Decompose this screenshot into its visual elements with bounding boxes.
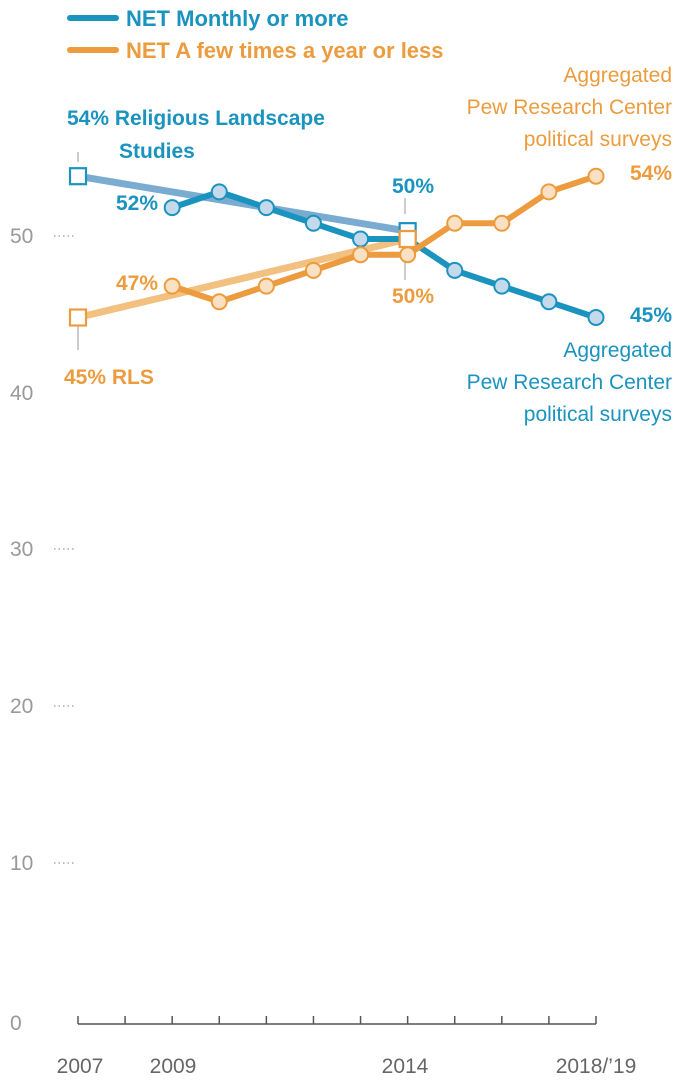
annotation-blue-rls-start: 54% Religious Landscape xyxy=(67,107,325,130)
y-axis: 0 10 20 30 40 50 xyxy=(10,225,74,1035)
annotation-orange-source: political surveys xyxy=(524,128,672,151)
annotation-blue-pew-last: 45% xyxy=(630,304,672,327)
data-point-pew-few-times xyxy=(399,246,417,264)
annotation-blue-pew-first: 52% xyxy=(116,192,158,215)
x-axis: 2007 2009 2014 2018/’19 xyxy=(57,1016,637,1078)
legend-label-few-times: NET A few times a year or less xyxy=(126,38,444,63)
data-point-pew-few-times xyxy=(257,277,275,295)
y-tick-label: 40 xyxy=(10,382,33,405)
y-tick-label: 50 xyxy=(10,225,33,248)
annotation-orange-pew-first: 47% xyxy=(116,272,158,295)
data-point-pew-monthly xyxy=(163,199,181,217)
annotations-blue: 54% Religious Landscape Studies 52% 50% … xyxy=(67,107,672,426)
data-point-pew-monthly xyxy=(210,183,228,201)
x-tick-label: 2009 xyxy=(150,1055,197,1078)
data-point-pew-few-times xyxy=(446,214,464,232)
annotation-blue-rls-start-2: Studies xyxy=(119,140,195,163)
legend-label-monthly: NET Monthly or more xyxy=(126,6,348,31)
x-tick-label: 2014 xyxy=(382,1055,429,1078)
data-point-pew-few-times xyxy=(352,246,370,264)
data-point-rls-few-times xyxy=(68,308,88,327)
annotation-orange-source: Pew Research Center xyxy=(467,96,672,119)
y-tick-label: 10 xyxy=(10,852,33,875)
annotation-orange-rls-end: 50% xyxy=(392,285,434,308)
annotation-orange-pew-last: 54% xyxy=(630,162,672,185)
series-line-pew-monthly xyxy=(171,188,597,321)
data-point-pew-few-times xyxy=(210,293,228,311)
annotation-blue-rls-end: 50% xyxy=(392,175,434,198)
data-point-pew-monthly xyxy=(587,309,605,326)
data-point-pew-monthly xyxy=(257,199,275,217)
x-tick-label: 2007 xyxy=(57,1055,104,1078)
data-point-pew-monthly xyxy=(304,214,322,232)
legend: NET Monthly or more NET A few times a ye… xyxy=(67,6,444,63)
data-point-pew-few-times xyxy=(304,261,322,279)
y-tick-label: 0 xyxy=(10,1012,22,1035)
series-line-pew-few-times xyxy=(171,173,597,305)
data-point-rls-monthly xyxy=(68,167,88,186)
series-line-rls-monthly xyxy=(74,172,412,235)
x-tick-marks xyxy=(77,1016,597,1024)
y-tick-label: 20 xyxy=(10,695,33,718)
annotation-orange-rls-start: 45% RLS xyxy=(64,366,154,389)
data-point-pew-few-times xyxy=(163,277,181,295)
data-point-pew-few-times xyxy=(540,183,558,201)
plot-area xyxy=(68,167,605,327)
data-point-pew-few-times xyxy=(493,214,511,232)
data-point-pew-monthly xyxy=(352,230,370,248)
data-point-pew-monthly xyxy=(540,293,558,311)
annotation-orange-source: Aggregated xyxy=(563,64,672,87)
annotation-blue-source: Pew Research Center xyxy=(467,371,672,394)
x-tick-label: 2018/’19 xyxy=(556,1055,637,1078)
data-point-pew-monthly xyxy=(446,261,464,279)
data-point-pew-monthly xyxy=(493,277,511,295)
annotation-blue-source: political surveys xyxy=(524,403,672,426)
annotations-orange: Aggregated Pew Research Center political… xyxy=(64,64,672,389)
data-point-pew-few-times xyxy=(587,167,605,185)
annotation-blue-source: Aggregated xyxy=(563,339,672,362)
data-point-rls-few-times xyxy=(398,229,417,249)
y-tick-label: 30 xyxy=(10,538,33,561)
